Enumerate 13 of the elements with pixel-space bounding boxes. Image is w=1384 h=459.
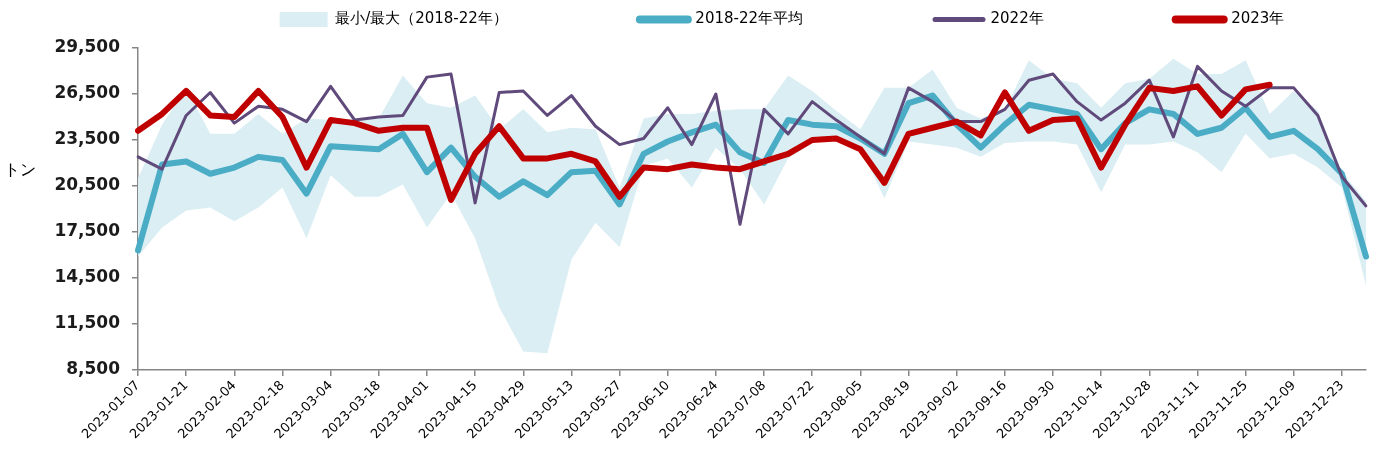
legend-label: 2023年 <box>1231 9 1285 28</box>
legend-label: 2018-22年平均 <box>695 9 804 28</box>
legend-label: 最小/最大（2018-22年） <box>335 9 508 28</box>
y-tick-label: 14,500 <box>54 266 121 287</box>
y-tick-label: 8,500 <box>66 358 121 379</box>
y-tick-label: 23,500 <box>54 128 121 149</box>
y-tick-label: 20,500 <box>54 174 121 195</box>
y-axis-title: トン <box>4 159 36 179</box>
y-tick-label: 29,500 <box>54 36 121 57</box>
y-tick-label: 11,500 <box>54 312 121 333</box>
legend-label: 2022年 <box>990 9 1044 28</box>
y-tick-label: 26,500 <box>54 82 121 103</box>
y-tick-label: 17,500 <box>54 220 121 241</box>
